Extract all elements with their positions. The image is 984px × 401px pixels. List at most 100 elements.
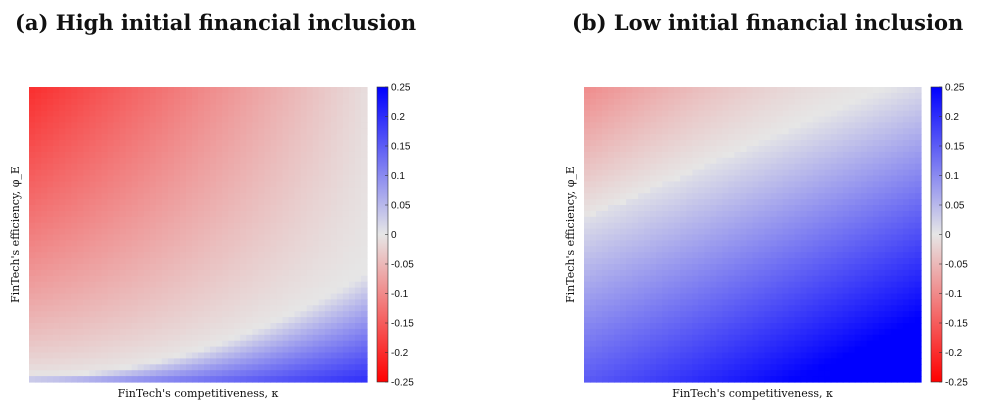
heatmap-cell — [644, 222, 651, 230]
heatmap-cell — [300, 293, 308, 300]
heatmap-cell — [656, 376, 663, 383]
heatmap-cell — [674, 187, 681, 194]
heatmap-cell — [306, 252, 314, 259]
heatmap-cell — [161, 92, 169, 100]
heatmap-cell — [728, 364, 736, 371]
heatmap-cell — [788, 134, 796, 141]
heatmap-cell — [602, 264, 609, 271]
heatmap-cell — [318, 104, 326, 112]
heatmap-cell — [119, 116, 127, 123]
heatmap-cell — [824, 317, 832, 324]
heatmap-cell — [722, 205, 730, 212]
heatmap-cell — [360, 323, 368, 330]
heatmap-cell — [312, 275, 320, 283]
heatmap-cell — [788, 87, 796, 94]
heatmap-cell — [113, 134, 121, 141]
heatmap-cell — [716, 275, 724, 283]
heatmap-cell — [638, 293, 645, 300]
heatmap-cell — [650, 334, 657, 342]
heatmap-cell — [836, 151, 844, 159]
heatmap-cell — [668, 163, 675, 171]
heatmap-cell — [354, 328, 362, 336]
heatmap-cell — [185, 216, 193, 224]
heatmap-cell — [788, 340, 796, 348]
heatmap-cell — [246, 157, 253, 165]
heatmap-cell — [710, 346, 717, 354]
heatmap-cell — [740, 199, 748, 206]
heatmap-cell — [270, 358, 278, 365]
heatmap-cell — [149, 346, 157, 354]
heatmap-cell — [89, 281, 96, 289]
heatmap-cell — [234, 146, 241, 153]
heatmap-cell — [662, 252, 669, 259]
heatmap-cell — [47, 163, 54, 171]
heatmap-cell — [161, 299, 169, 306]
heatmap-cell — [674, 311, 681, 318]
heatmap-cell — [650, 140, 657, 147]
heatmap-cell — [776, 175, 784, 182]
heatmap-cell — [758, 92, 766, 100]
heatmap-cell — [77, 287, 84, 295]
heatmap-cell — [216, 169, 223, 177]
heatmap-cell — [252, 269, 259, 277]
heatmap-cell — [35, 92, 42, 100]
heatmap-cell — [198, 340, 205, 348]
heatmap-cell — [312, 358, 320, 365]
heatmap-cell — [246, 346, 253, 354]
heatmap-cell — [836, 334, 844, 342]
heatmap-cell — [47, 317, 54, 324]
heatmap-cell — [650, 258, 657, 265]
heatmap-cell — [728, 163, 736, 171]
heatmap-cell — [782, 275, 790, 283]
heatmap-cell — [234, 246, 241, 253]
heatmap-cell — [336, 246, 344, 253]
heatmap-cell — [185, 275, 193, 283]
heatmap-cell — [584, 140, 591, 147]
heatmap-cell — [246, 293, 253, 300]
heatmap-cell — [167, 376, 175, 383]
heatmap-cell — [191, 199, 199, 206]
heatmap-cell — [29, 240, 36, 247]
heatmap-cell — [113, 222, 121, 230]
heatmap-cell — [173, 240, 181, 247]
heatmap-cell — [288, 269, 296, 277]
heatmap-cell — [650, 293, 657, 300]
heatmap-cell — [704, 340, 711, 348]
heatmap-cell — [584, 175, 591, 182]
heatmap-cell — [644, 92, 651, 100]
heatmap-cell — [330, 163, 338, 171]
heatmap-cell — [282, 376, 290, 383]
heatmap-cell — [722, 305, 730, 312]
heatmap-cell — [204, 110, 211, 118]
heatmap-cell — [294, 370, 302, 377]
heatmap-cell — [155, 293, 163, 300]
heatmap-cell — [686, 258, 693, 265]
heatmap-cell — [83, 210, 90, 218]
heatmap-cell — [258, 134, 265, 141]
heatmap-cell — [29, 234, 36, 241]
heatmap-cell — [101, 134, 109, 141]
heatmap-cell — [626, 187, 633, 194]
heatmap-cell — [626, 181, 633, 188]
heatmap-cell — [746, 157, 754, 165]
heatmap-cell — [662, 269, 669, 277]
heatmap-cell — [644, 370, 651, 377]
heatmap-cell — [782, 175, 790, 182]
heatmap-cell — [306, 305, 314, 312]
heatmap-cell — [234, 352, 241, 359]
heatmap-cell — [824, 187, 832, 194]
heatmap-cell — [602, 181, 609, 188]
heatmap-cell — [294, 128, 302, 135]
heatmap-cell — [113, 364, 121, 371]
heatmap-cell — [638, 287, 645, 295]
heatmap-cell — [662, 116, 669, 123]
heatmap-cell — [812, 128, 820, 135]
heatmap-cell — [824, 216, 832, 224]
heatmap-cell — [95, 317, 103, 324]
heatmap-cell — [29, 323, 36, 330]
heatmap-cell — [131, 205, 139, 212]
heatmap-cell — [161, 293, 169, 300]
heatmap-cell — [155, 163, 163, 171]
heatmap-cell — [342, 287, 350, 295]
heatmap-cell — [336, 364, 344, 371]
